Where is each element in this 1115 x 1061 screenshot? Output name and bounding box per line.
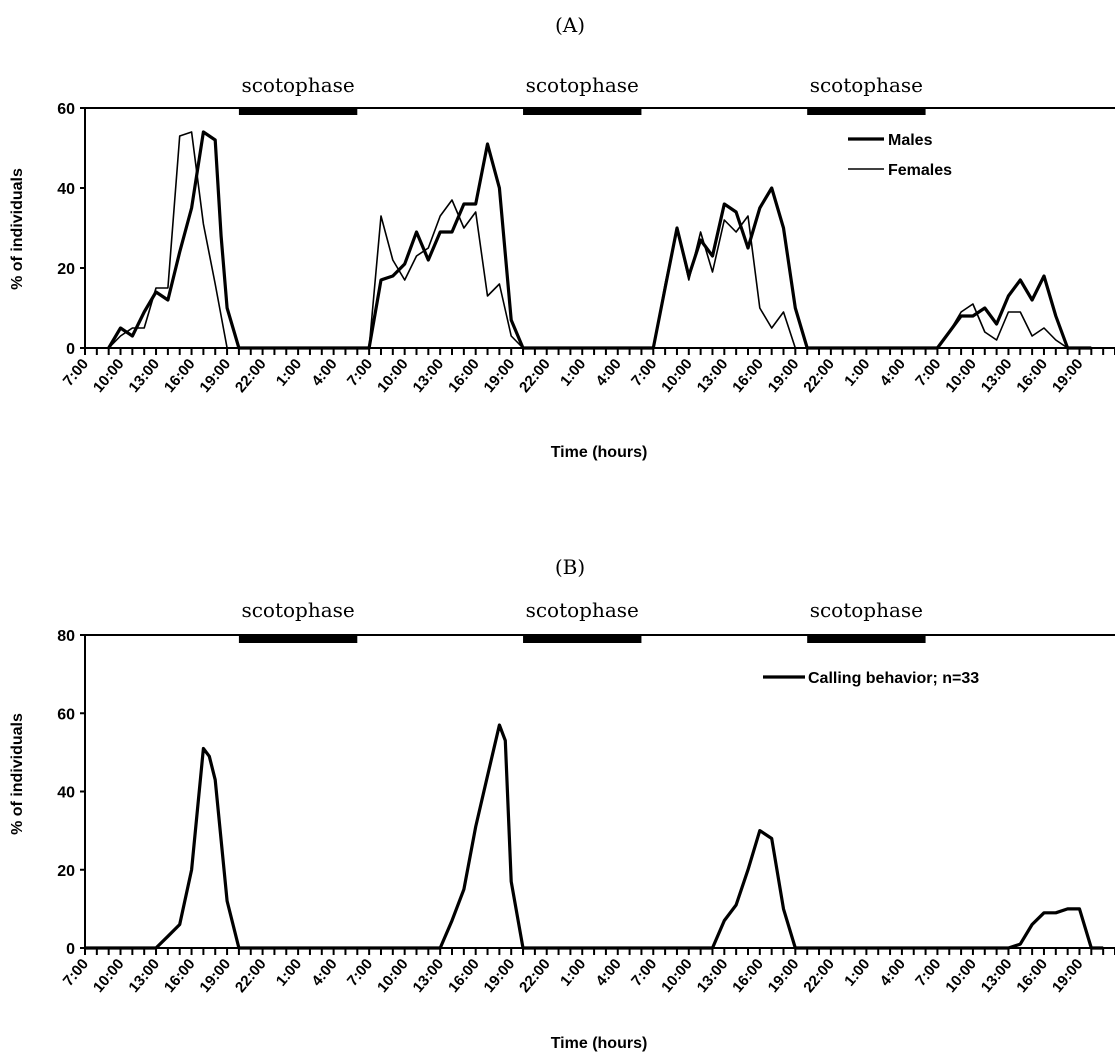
panel-a-scotophase-bar: [523, 107, 642, 115]
panel-b-scotophase-label: scotophase: [241, 598, 354, 622]
panel-a-series-line-2: [108, 131, 1092, 349]
panel-b-x-axis-label: Time (hours): [551, 1035, 648, 1052]
panel-a-x-tick-label: 10:00: [942, 356, 980, 396]
panel-a-x-tick-label: 16:00: [161, 356, 199, 396]
panel-b-title: (B): [555, 555, 585, 579]
panel-a-scotophase-label: scotophase: [810, 73, 923, 97]
panel-b-x-tick-label: 13:00: [125, 956, 163, 996]
panel-b-x-tick-label: 4:00: [308, 956, 340, 990]
panel-a-x-tick-label: 7:00: [628, 356, 660, 390]
panel-a-legend-label: Males: [888, 132, 933, 149]
panel-a-x-tick-label: 1:00: [557, 356, 589, 390]
panel-a-x-tick-label: 22:00: [516, 356, 554, 396]
panel-b-x-tick-label: 22:00: [516, 956, 554, 996]
panel-a-x-tick-label: 1:00: [273, 356, 305, 390]
panel-a-x-tick-label: 10:00: [658, 356, 696, 396]
panel-a-x-tick-label: 4:00: [877, 356, 909, 390]
panel-a-title: (A): [555, 13, 585, 37]
panel-a-x-axis-label: Time (hours): [551, 444, 648, 461]
panel-a-x-tick-label: 16:00: [729, 356, 767, 396]
panel-a-legend-label: Females: [888, 162, 952, 179]
panel-a-x-tick-label: 10:00: [90, 356, 128, 396]
panel-b-x-tick-label: 1:00: [841, 956, 873, 990]
panel-b-y-tick-label: 60: [57, 706, 75, 723]
panel-b: (B) % of individuals Time (hours) 0 20 40 6…: [9, 555, 1115, 1052]
panel-b-x-tick-label: 19:00: [765, 956, 803, 996]
panel-a-x-tick-label: 10:00: [374, 356, 412, 396]
panel-b-legend-label: Calling behavior; n=33: [808, 670, 979, 687]
panel-a-y-tick-label: 20: [57, 261, 75, 278]
panel-b-x-tick-label: 7:00: [60, 956, 92, 990]
panel-a-x-tick-label: 22:00: [232, 356, 270, 396]
panel-a-x-tick-label: 13:00: [978, 356, 1016, 396]
panel-b-scotophase-bar: [238, 635, 358, 643]
panel-a-scotophase-label: scotophase: [526, 73, 639, 97]
panel-a-scotophase-bar: [238, 107, 358, 115]
panel-b-scotophase-bar: [523, 635, 642, 643]
panel-a-x-tick-label: 13:00: [125, 356, 163, 396]
panel-b-x-tick-label: 13:00: [410, 956, 448, 996]
panel-b-series-line-1: [85, 723, 1104, 950]
panel-a-x-tick-label: 16:00: [1013, 356, 1051, 396]
panel-b-x-tick-label: 16:00: [161, 956, 199, 996]
panel-a-x-tick-label: 7:00: [344, 356, 376, 390]
panel-a-y-axis-label: % of individuals: [9, 168, 26, 290]
panel-a-x-tick-label: 4:00: [592, 356, 624, 390]
panel-b-x-tick-label: 10:00: [658, 956, 696, 996]
panel-a-x-tick-label: 16:00: [445, 356, 483, 396]
panel-b-x-tick-label: 13:00: [978, 956, 1016, 996]
panel-a: (A) % of individuals Time (hours) 0 20 40 6…: [9, 13, 1115, 461]
panel-b-x-tick-label: 16:00: [445, 956, 483, 996]
panel-b-y-tick-label: 40: [57, 785, 75, 802]
panel-a-x-tick-label: 13:00: [694, 356, 732, 396]
panel-b-x-tick-label: 19:00: [1049, 956, 1087, 996]
panel-b-x-tick-label: 19:00: [481, 956, 519, 996]
panel-b-y-axis-label: % of individuals: [9, 713, 26, 835]
panel-a-x-tick-label: 19:00: [481, 356, 519, 396]
panel-b-x-tick-label: 16:00: [1013, 956, 1051, 996]
panel-b-x-tick-label: 22:00: [800, 956, 838, 996]
panel-a-y-tick-label: 0: [66, 341, 75, 358]
panel-b-x-tick-label: 10:00: [942, 956, 980, 996]
panel-b-x-tick-label: 1:00: [273, 956, 305, 990]
panel-a-y-tick-label: 60: [57, 101, 75, 118]
panel-b-x-tick-label: 4:00: [592, 956, 624, 990]
panel-b-x-tick-label: 7:00: [344, 956, 376, 990]
panel-b-x-tick-label: 10:00: [374, 956, 412, 996]
panel-b-y-tick-label: 0: [66, 941, 75, 958]
panel-a-x-tick-label: 22:00: [800, 356, 838, 396]
panel-b-scotophase-bar: [807, 635, 926, 643]
panel-b-x-tick-label: 7:00: [912, 956, 944, 990]
panel-a-x-tick-label: 19:00: [765, 356, 803, 396]
panel-a-x-tick-label: 19:00: [196, 356, 234, 396]
panel-a-scotophase-bar: [807, 107, 926, 115]
panel-b-scotophase-label: scotophase: [810, 598, 923, 622]
panel-a-scotophase-label: scotophase: [241, 73, 354, 97]
panel-a-y-tick-label: 40: [57, 181, 75, 198]
panel-a-x-tick-label: 19:00: [1049, 356, 1087, 396]
panel-b-scotophase-label: scotophase: [526, 598, 639, 622]
panel-a-x-tick-label: 7:00: [60, 356, 92, 390]
panel-a-x-tick-label: 4:00: [308, 356, 340, 390]
panel-a-x-tick-label: 13:00: [410, 356, 448, 396]
panel-b-x-tick-label: 19:00: [196, 956, 234, 996]
panel-a-x-tick-label: 7:00: [912, 356, 944, 390]
panel-a-x-tick-label: 1:00: [841, 356, 873, 390]
panel-b-x-tick-label: 16:00: [729, 956, 767, 996]
panel-b-x-tick-label: 13:00: [694, 956, 732, 996]
panel-b-y-tick-label: 20: [57, 863, 75, 880]
panel-b-x-tick-label: 4:00: [877, 956, 909, 990]
panel-b-x-tick-label: 10:00: [90, 956, 128, 996]
panel-b-y-tick-label: 80: [57, 628, 75, 645]
panel-b-x-tick-label: 1:00: [557, 956, 589, 990]
panel-b-x-tick-label: 7:00: [628, 956, 660, 990]
panel-b-x-tick-label: 22:00: [232, 956, 270, 996]
